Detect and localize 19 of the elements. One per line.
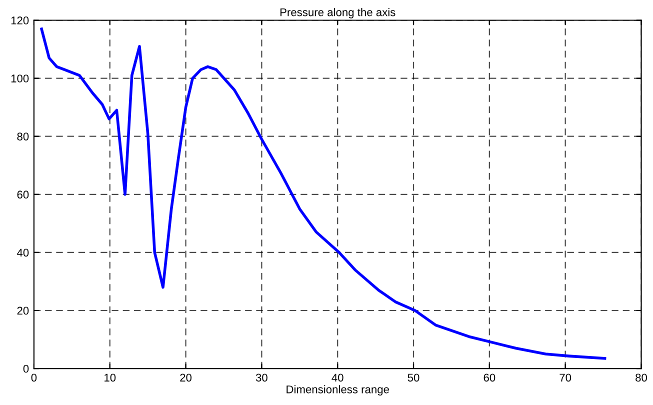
y-tick-label: 20 [17, 306, 29, 315]
x-tick-label: 60 [484, 374, 496, 382]
line-series [40, 28, 606, 360]
y-tick-label: 100 [11, 74, 29, 82]
x-tick-label: 50 [408, 374, 420, 382]
x-tick-label: 80 [636, 374, 647, 382]
x-tick-label: 70 [560, 374, 572, 382]
chart-title: Pressure along the axis [280, 8, 396, 18]
x-tick-label: 10 [104, 374, 116, 382]
y-tick-label: 60 [17, 190, 29, 199]
x-axis-title: Dimensionless range [286, 385, 389, 396]
y-tick-label: 120 [11, 16, 29, 24]
y-tick-label: 0 [23, 364, 29, 373]
x-tick-label: 0 [31, 374, 37, 382]
y-tick-label: 40 [16, 248, 29, 257]
x-tick-label: 30 [256, 374, 268, 382]
x-tick-label: 40 [332, 374, 344, 382]
y-tick-label: 80 [17, 132, 29, 140]
x-tick-label: 20 [180, 374, 192, 382]
